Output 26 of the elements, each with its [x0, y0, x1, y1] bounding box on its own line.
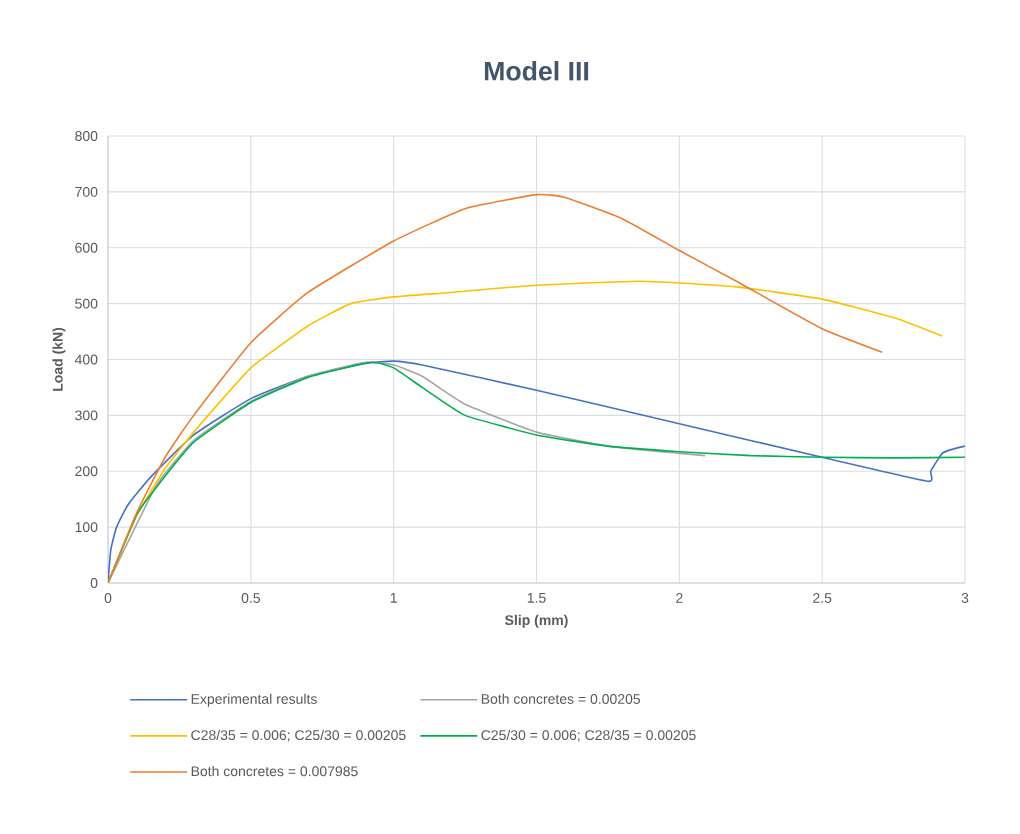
x-axis-title: Slip (mm): [505, 614, 568, 628]
line-series: [108, 193, 883, 583]
y-tick-label: 700: [75, 186, 98, 197]
legend-label: C28/35 = 0.006; C25/30 = 0.00205: [191, 729, 406, 742]
legend-label: Both concretes = 0.007985: [191, 765, 358, 777]
y-tick-label: 300: [75, 410, 98, 421]
x-tick-label: 3: [961, 593, 969, 603]
line-series: [108, 361, 706, 583]
y-tick-label: 100: [75, 522, 98, 533]
x-tick-label: 2.5: [813, 593, 832, 603]
x-tick-label: 0: [104, 593, 112, 603]
y-tick-label: 400: [74, 354, 98, 365]
legend-label: C25/30 = 0.006; C28/35 = 0.00205: [481, 729, 696, 742]
y-tick-label: 600: [75, 242, 98, 253]
x-tick-label: 1.5: [527, 593, 546, 603]
y-tick-label: 200: [75, 466, 98, 477]
x-tick-label: 2: [676, 593, 683, 603]
y-tick-label: 500: [75, 298, 98, 309]
legend-label: Both concretes = 0.00205: [481, 693, 641, 704]
y-axis-title: Load (kN): [52, 327, 66, 391]
x-tick-label: 1: [390, 593, 397, 603]
y-tick-label: 800: [75, 131, 98, 141]
legend-label: Experimental results: [191, 693, 317, 707]
y-tick-label: 0: [90, 578, 98, 588]
x-tick-label: 0.5: [241, 593, 260, 603]
chart-title: Model III: [484, 61, 589, 81]
